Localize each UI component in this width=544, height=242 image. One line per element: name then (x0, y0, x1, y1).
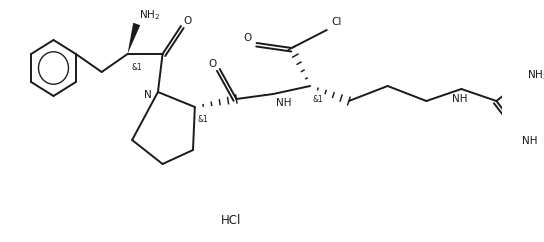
Text: NH$_2$: NH$_2$ (527, 68, 544, 82)
Text: HCl: HCl (220, 213, 241, 227)
Text: NH: NH (522, 136, 538, 146)
Text: &1: &1 (197, 115, 208, 124)
Text: &1: &1 (131, 63, 142, 72)
Text: &1: &1 (313, 95, 324, 104)
Text: NH: NH (276, 98, 292, 108)
Text: N: N (144, 90, 151, 100)
Text: Cl: Cl (331, 17, 342, 27)
Text: O: O (184, 16, 192, 26)
Polygon shape (127, 23, 140, 54)
Text: NH: NH (452, 94, 467, 104)
Text: NH$_2$: NH$_2$ (139, 8, 160, 22)
Text: O: O (244, 33, 252, 43)
Text: O: O (209, 59, 217, 69)
